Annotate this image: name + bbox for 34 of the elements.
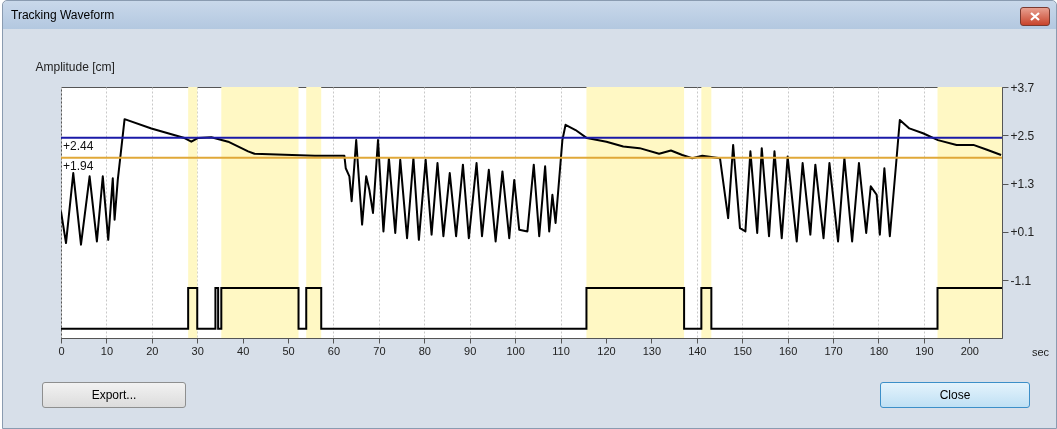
x-tick-label: 170 [824, 344, 843, 357]
line-series [61, 118, 1002, 246]
x-tick-label: 110 [552, 344, 570, 357]
x-tick-label: 160 [778, 344, 798, 357]
x-tick-label: 120 [597, 344, 616, 357]
x-axis-title: sec [1031, 345, 1050, 358]
x-tick-label: 150 [733, 344, 752, 357]
ref-line-label: +2.44 [63, 138, 94, 153]
x-tick-label: 140 [688, 344, 707, 357]
x-tick-label: 100 [506, 344, 525, 357]
x-tick-label: 0 [58, 344, 65, 357]
text: Close [880, 382, 1030, 408]
x-tick-label: 40 [237, 344, 250, 357]
x-tick-label: 50 [282, 344, 295, 357]
x-tick-label: 80 [418, 344, 431, 357]
x-tick-label: 180 [869, 344, 889, 357]
y-tick-label: +0.1 [1010, 225, 1035, 240]
text: Export... [42, 382, 186, 408]
ref-line-label: +1.94 [63, 158, 94, 173]
x-tick-label: 60 [327, 344, 341, 357]
y-tick-label: +3.7 [1010, 80, 1035, 95]
y-tick-label: -1.1 [1010, 273, 1032, 288]
x-tick-label: 70 [373, 344, 386, 357]
x-tick-label: 130 [642, 344, 662, 357]
x-tick-label: 30 [191, 344, 204, 357]
y-tick-label: +1.3 [1010, 177, 1035, 192]
x-tick-label: 190 [915, 344, 934, 357]
chart-title: Tracking Waveform [11, 8, 115, 22]
x-tick-label: 90 [464, 344, 477, 357]
x-tick-label: 10 [100, 344, 114, 357]
x-tick-label: 20 [146, 344, 159, 357]
y-axis-title: Amplitude [cm] [35, 59, 115, 74]
x-tick-label: 200 [960, 344, 979, 357]
y-tick-label: +2.5 [1010, 128, 1035, 143]
